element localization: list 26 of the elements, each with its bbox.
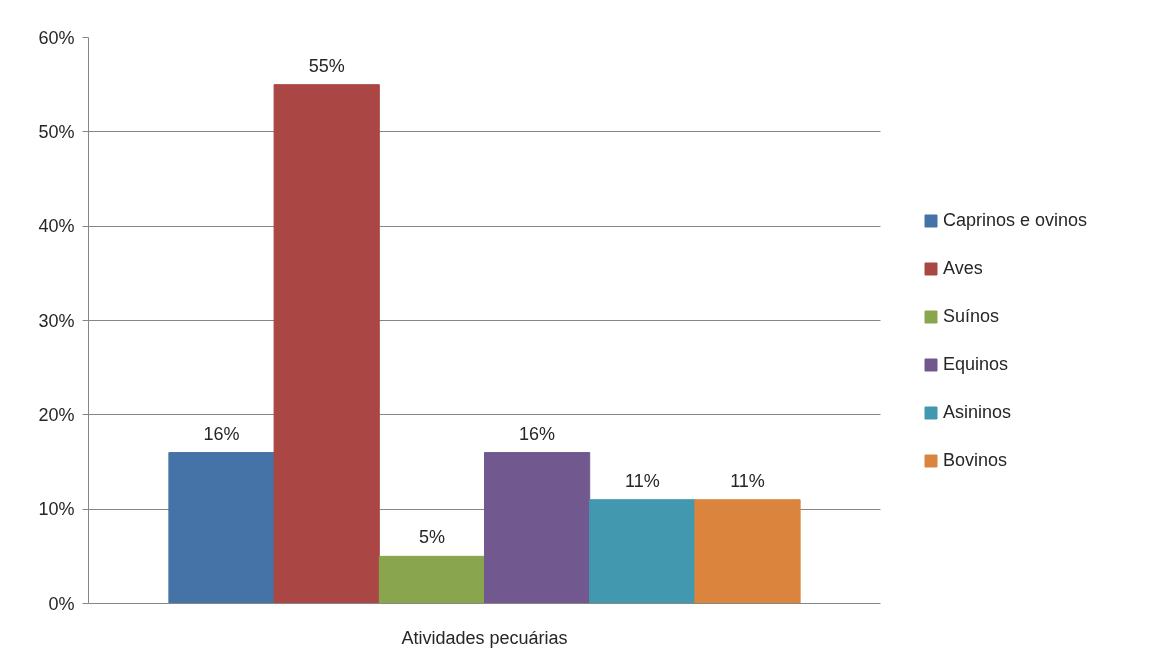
legend-label: Bovinos [943, 449, 1008, 471]
legend-label: Equinos [943, 353, 1009, 375]
data-label: 16% [519, 423, 556, 444]
bar [484, 452, 591, 604]
y-tick-label: 0% [48, 593, 75, 614]
data-label: 55% [308, 55, 345, 76]
bar [273, 84, 380, 604]
data-label: 5% [418, 527, 445, 548]
y-tick-label: 60% [38, 27, 75, 48]
bar [378, 555, 485, 604]
data-label: 11% [730, 470, 765, 491]
y-tick-label: 40% [38, 216, 75, 237]
bar [168, 452, 275, 604]
y-tick-label: 30% [38, 310, 75, 331]
y-tick-label: 10% [38, 499, 75, 520]
bar [694, 499, 801, 604]
legend-label: Caprinos e ovinos [943, 209, 1088, 231]
y-tick-label: 50% [38, 121, 75, 142]
legend-label: Asininos [943, 401, 1012, 423]
legend-label: Aves [943, 257, 983, 279]
legend-label: Suínos [943, 305, 1000, 327]
bar [589, 499, 696, 604]
y-tick-label: 20% [38, 404, 75, 425]
x-tick-label: Atividades pecuárias [401, 627, 568, 648]
data-label: 16% [203, 423, 240, 444]
data-label: 11% [624, 470, 660, 491]
